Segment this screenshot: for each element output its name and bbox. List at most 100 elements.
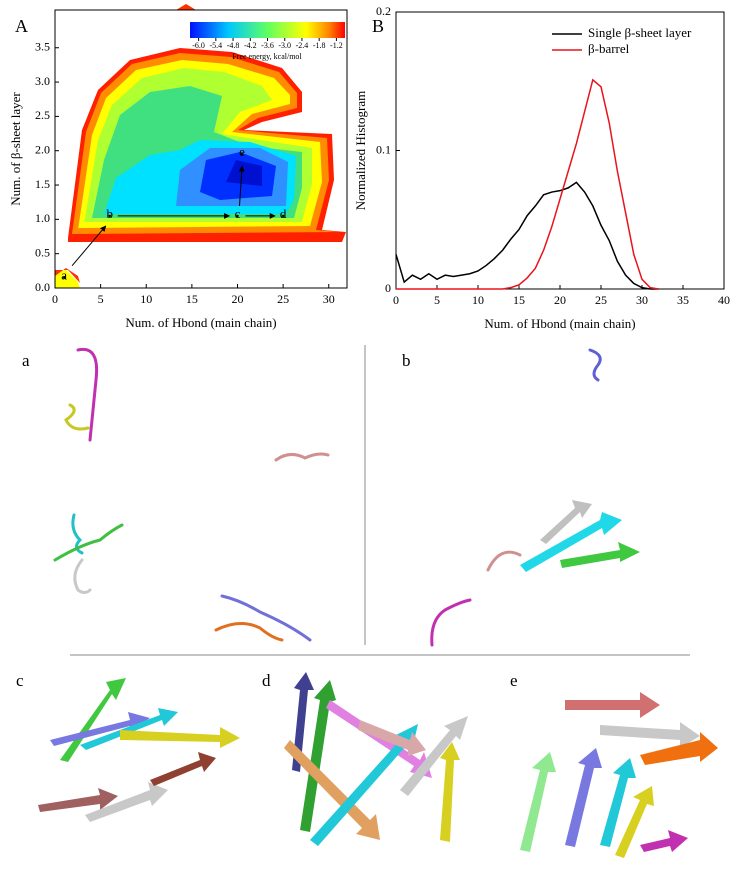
series-line	[396, 78, 659, 290]
state-point	[240, 152, 244, 156]
structure-label: e	[510, 671, 518, 690]
peptide	[64, 403, 90, 431]
colorbar-tick-label: -3.0	[278, 41, 291, 50]
peptide	[588, 348, 602, 382]
x-tick-label: 40	[718, 293, 730, 307]
x-axis-label: Num. of Hbond (main chain)	[125, 315, 276, 330]
y-tick-label: 1.5	[35, 177, 50, 191]
transition-arrow	[238, 165, 245, 206]
x-tick-label: 30	[636, 293, 648, 307]
panel-label: A	[15, 16, 28, 36]
colorbar-label: Free energy, kcal/mol	[232, 52, 302, 61]
strand	[640, 732, 718, 765]
x-tick-label: 20	[554, 293, 566, 307]
state-point	[281, 214, 285, 218]
peptide	[76, 347, 99, 442]
x-tick-label: 15	[513, 293, 525, 307]
colorbar-tick-label: -2.4	[296, 41, 309, 50]
structure-art	[38, 347, 718, 858]
plot-frame	[54, 9, 348, 289]
strand	[310, 724, 418, 846]
state-label: a	[61, 268, 67, 283]
peptide	[220, 594, 312, 642]
state-point	[108, 214, 111, 218]
y-tick-label: 2.5	[35, 108, 50, 122]
colorbar	[190, 22, 345, 38]
strand	[400, 716, 468, 796]
peptide	[274, 452, 330, 462]
x-tick-label: 10	[140, 292, 152, 306]
colorbar-tick-label: -4.8	[227, 41, 240, 50]
x-tick-label: 0	[52, 292, 58, 306]
strand	[540, 500, 592, 544]
strand	[38, 788, 118, 812]
y-axis-label: Normalized Histogram	[353, 91, 368, 211]
strand	[560, 542, 640, 568]
strand	[615, 786, 654, 858]
legend-label: Single β-sheet layer	[588, 25, 692, 40]
state-point	[62, 276, 66, 279]
structure-label: a	[22, 351, 30, 370]
y-tick-label: 3.5	[35, 40, 50, 54]
strand	[600, 758, 636, 847]
colorbar-tick-label: -4.2	[244, 41, 257, 50]
strand	[284, 740, 380, 840]
peptide	[214, 622, 284, 642]
state-point	[236, 214, 239, 218]
peptide	[71, 513, 84, 555]
contour-band	[176, 4, 196, 10]
colorbar-tick-label: -6.0	[192, 41, 205, 50]
contour-band	[226, 160, 262, 186]
strand	[50, 712, 150, 746]
structure-label: c	[16, 671, 24, 690]
strand	[520, 512, 622, 572]
x-tick-label: 30	[323, 292, 335, 306]
x-tick-label: 5	[434, 293, 440, 307]
y-axis-label: Num. of β-sheet layer	[8, 92, 23, 206]
x-tick-label: 35	[677, 293, 689, 307]
colorbar-tick-label: -3.6	[261, 41, 274, 50]
y-tick-label: 0.5	[35, 245, 50, 259]
state-label: c	[235, 206, 241, 221]
strand	[80, 708, 178, 750]
structure-label: d	[262, 671, 271, 690]
strand	[300, 680, 336, 832]
x-tick-label: 5	[98, 292, 104, 306]
strand	[600, 722, 700, 748]
x-tick-label: 0	[393, 293, 399, 307]
colorbar-tick-label: -5.4	[209, 41, 222, 50]
x-axis-label: Num. of Hbond (main chain)	[484, 316, 635, 331]
state-label: b	[107, 206, 114, 221]
state-label: e	[239, 144, 245, 159]
strand	[520, 752, 556, 852]
y-tick-label: 1.0	[35, 211, 50, 225]
strand	[565, 692, 660, 718]
y-tick-label: 0.0	[35, 280, 50, 294]
x-tick-label: 25	[595, 293, 607, 307]
y-tick-label: 3.0	[35, 74, 50, 88]
x-tick-label: 10	[472, 293, 484, 307]
y-tick-label: 0.2	[376, 4, 391, 18]
y-tick-label: 2.0	[35, 142, 50, 156]
strand	[150, 752, 216, 786]
peptide	[486, 550, 522, 572]
colorbar-tick-label: -1.8	[313, 41, 326, 50]
structure-label: b	[402, 351, 411, 370]
strand	[440, 742, 460, 842]
peptide	[73, 558, 92, 594]
contour-band	[55, 268, 80, 283]
panel-label: B	[372, 16, 384, 36]
x-tick-label: 15	[186, 292, 198, 306]
transition-arrow	[71, 225, 107, 267]
contour-band	[55, 270, 80, 288]
peptide	[53, 523, 124, 562]
plot-frame	[395, 11, 725, 290]
strand	[565, 748, 602, 847]
strand	[120, 727, 240, 748]
colorbar-tick-label: -1.2	[330, 41, 343, 50]
strand	[292, 672, 314, 772]
strand	[358, 720, 426, 756]
contour-map	[55, 4, 346, 288]
strand	[85, 782, 168, 822]
